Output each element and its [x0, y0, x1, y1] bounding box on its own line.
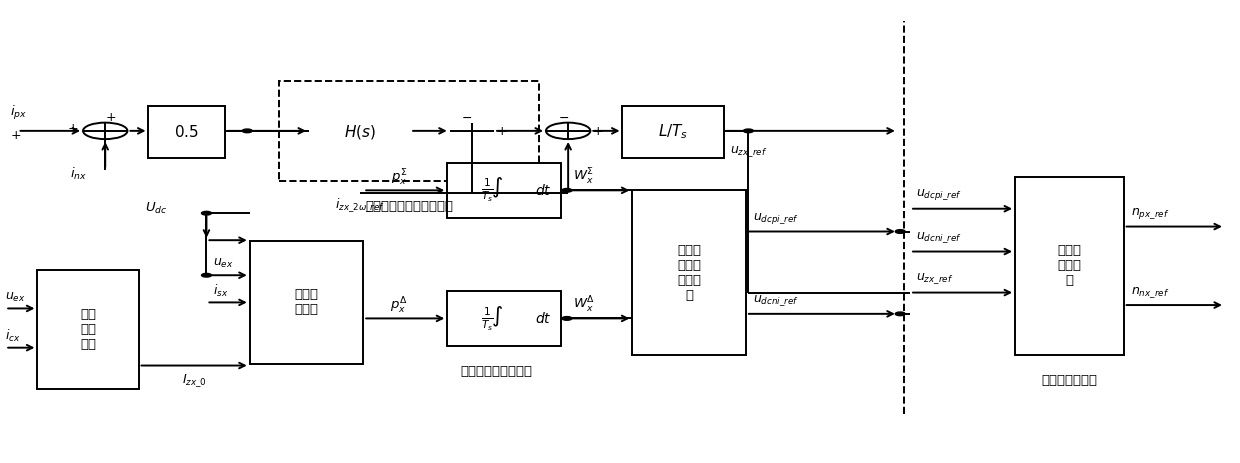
- Text: $0.5$: $0.5$: [175, 124, 200, 140]
- Text: +: +: [593, 125, 603, 138]
- Text: $i_{sx}$: $i_{sx}$: [212, 283, 228, 299]
- Text: $u_{dcpi\_ref}$: $u_{dcpi\_ref}$: [754, 211, 799, 226]
- Text: +: +: [68, 122, 78, 135]
- Text: $i_{zx\_2\omega\_ref}$: $i_{zx\_2\omega\_ref}$: [335, 197, 384, 214]
- Circle shape: [562, 317, 572, 320]
- Text: $u_{dcni\_ref}$: $u_{dcni\_ref}$: [754, 294, 799, 308]
- Text: $u_{ex}$: $u_{ex}$: [212, 257, 233, 270]
- Text: $-$: $-$: [461, 111, 472, 124]
- Text: $i_{cx}$: $i_{cx}$: [5, 328, 21, 344]
- Text: +: +: [107, 111, 117, 124]
- Circle shape: [895, 312, 905, 316]
- Text: $u_{ex}$: $u_{ex}$: [5, 290, 26, 304]
- Text: $L/T_s$: $L/T_s$: [658, 123, 688, 141]
- Text: $i_{nx}$: $i_{nx}$: [69, 166, 87, 182]
- Text: $u_{dcpi\_ref}$: $u_{dcpi\_ref}$: [916, 188, 962, 202]
- Text: $dt$: $dt$: [536, 183, 552, 198]
- Text: 桥臂功
率计算: 桥臂功 率计算: [294, 288, 319, 316]
- Text: $p_x^{\Sigma}$: $p_x^{\Sigma}$: [391, 168, 407, 188]
- Circle shape: [242, 129, 252, 133]
- Circle shape: [450, 123, 494, 139]
- Circle shape: [202, 274, 211, 277]
- Bar: [1016, 176, 1123, 355]
- Text: $dt$: $dt$: [536, 311, 552, 326]
- Bar: [249, 241, 363, 364]
- Text: $p_x^{\Delta}$: $p_x^{\Delta}$: [391, 295, 408, 316]
- Text: $i_{px}$: $i_{px}$: [10, 104, 27, 122]
- Text: +: +: [496, 125, 507, 138]
- Circle shape: [546, 123, 590, 139]
- Text: $u_{zx\_ref}$: $u_{zx\_ref}$: [916, 271, 954, 286]
- Text: $\frac{1}{T_s}\!\int$: $\frac{1}{T_s}\!\int$: [481, 304, 502, 332]
- Text: $W_x^{\Sigma}$: $W_x^{\Sigma}$: [573, 167, 594, 187]
- Text: $u_{zx\_ref}$: $u_{zx\_ref}$: [730, 144, 768, 159]
- Text: 子模块
电压参
考值计
算: 子模块 电压参 考值计 算: [677, 244, 701, 302]
- Bar: [622, 106, 724, 158]
- Text: $\frac{1}{T_s}\!\int$: $\frac{1}{T_s}\!\int$: [481, 176, 502, 205]
- Text: $-$: $-$: [558, 111, 569, 124]
- Text: 子模块电容电压计算: 子模块电容电压计算: [460, 364, 532, 377]
- Text: 计算投入模块数: 计算投入模块数: [1042, 374, 1097, 387]
- Text: $H(s)$: $H(s)$: [343, 123, 376, 141]
- Text: $n_{px\_ref}$: $n_{px\_ref}$: [1131, 206, 1169, 221]
- Text: +: +: [10, 129, 21, 142]
- Text: $U_{dc}$: $U_{dc}$: [145, 201, 167, 216]
- Bar: [309, 106, 410, 158]
- Text: 附加二倍频环流指令计算: 附加二倍频环流指令计算: [365, 200, 453, 213]
- Bar: [37, 270, 139, 389]
- Bar: [279, 81, 538, 181]
- Bar: [632, 190, 746, 355]
- Text: $W_x^{\Delta}$: $W_x^{\Delta}$: [573, 294, 595, 315]
- Circle shape: [895, 230, 905, 233]
- Circle shape: [83, 123, 128, 139]
- Text: $I_{zx\_0}$: $I_{zx\_0}$: [182, 372, 207, 388]
- Text: 环流
指令
计算: 环流 指令 计算: [79, 308, 95, 351]
- Text: $u_{dcni\_ref}$: $u_{dcni\_ref}$: [916, 231, 962, 245]
- Circle shape: [202, 212, 211, 215]
- Bar: [149, 106, 224, 158]
- Text: 投入模
块数计
算: 投入模 块数计 算: [1058, 244, 1081, 288]
- Bar: [448, 163, 560, 218]
- Text: $n_{nx\_ref}$: $n_{nx\_ref}$: [1131, 285, 1169, 300]
- Circle shape: [562, 188, 572, 192]
- Circle shape: [744, 129, 754, 133]
- Bar: [448, 291, 560, 346]
